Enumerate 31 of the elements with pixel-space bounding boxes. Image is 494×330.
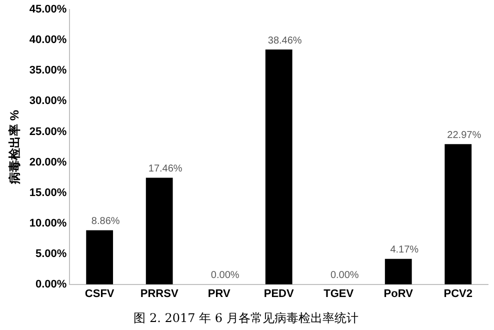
data-label: 0.00% <box>330 270 359 282</box>
y-tick-label: 25.00% <box>29 126 67 138</box>
x-tick-label: PRV <box>208 288 231 300</box>
x-tick-label: PEDV <box>264 288 294 300</box>
y-tick-label: 40.00% <box>29 34 67 46</box>
y-tick-label: 35.00% <box>29 64 67 77</box>
x-tick-label: CSFV <box>84 288 115 300</box>
data-label: 38.46% <box>268 35 302 46</box>
x-tick-label: TGEV <box>324 288 354 300</box>
y-tick-label: 45.00% <box>29 4 67 16</box>
bar <box>86 230 114 284</box>
bar <box>444 144 472 284</box>
y-tick-label: 0.00% <box>36 278 67 290</box>
y-tick-label: 5.00% <box>36 248 67 260</box>
x-tick-label: PoRV <box>384 288 414 300</box>
data-label: 8.86% <box>91 216 120 228</box>
text: 图 2. 2017 年 6 月各常见病毒检出率统计 <box>134 310 358 325</box>
bar <box>265 50 292 284</box>
bar <box>146 178 173 284</box>
y-tick-label: 20.00% <box>29 156 67 168</box>
x-tick-label: PCV2 <box>444 288 472 300</box>
bar <box>384 258 412 284</box>
y-tick-label: 30.00% <box>29 95 67 108</box>
data-label: 22.97% <box>447 130 482 141</box>
x-tick-label: PRRSV <box>140 288 179 300</box>
data-label: 17.46% <box>148 164 182 175</box>
data-label: 4.17% <box>390 244 419 256</box>
y-axis-title: 病毒检出率 % <box>8 110 22 186</box>
y-tick-label: 15.00% <box>29 186 67 199</box>
y-tick-label: 10.00% <box>29 217 67 230</box>
data-label: 0.00% <box>210 270 240 282</box>
